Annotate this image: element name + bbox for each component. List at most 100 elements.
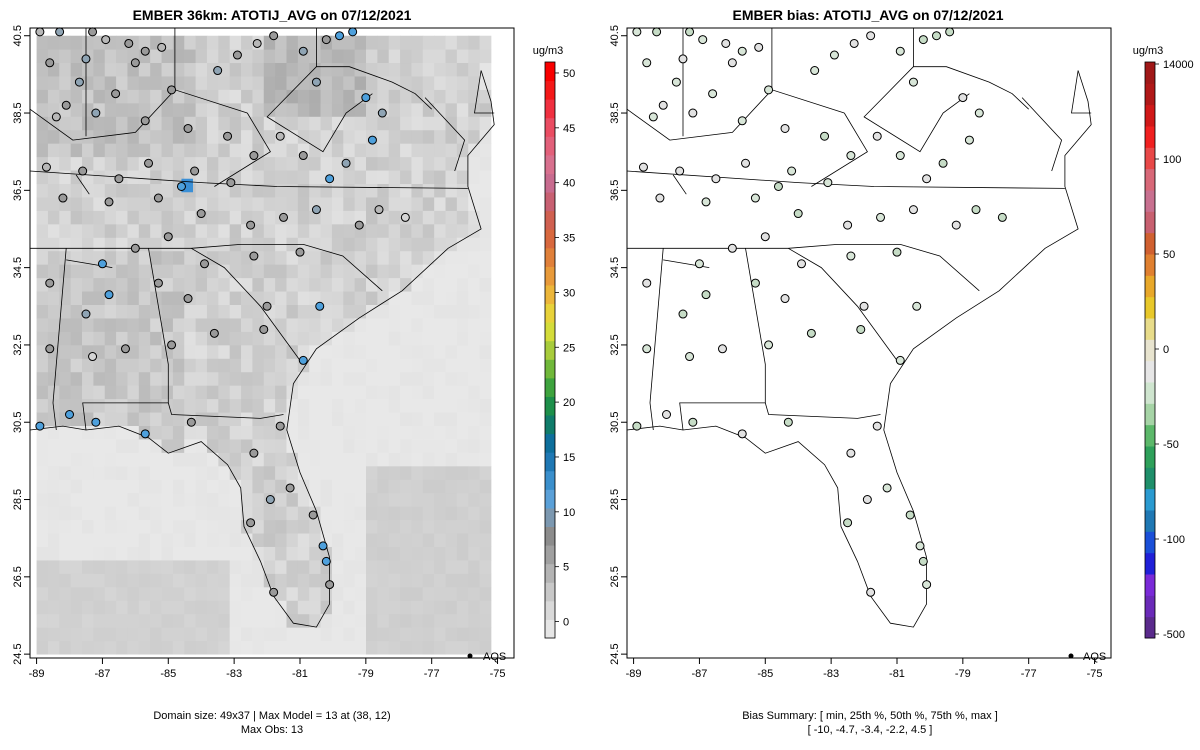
grid-cell	[241, 425, 253, 440]
grid-cell	[366, 385, 378, 400]
grid-cell	[82, 492, 94, 507]
grid-cell	[388, 371, 401, 386]
grid-cell	[422, 613, 435, 628]
grid-cell	[161, 613, 174, 628]
grid-cell	[411, 573, 424, 588]
grid-cell	[331, 465, 344, 480]
grid-cell	[138, 600, 151, 615]
left-colorbar-cell	[545, 322, 555, 342]
aqs-station-marker	[374, 205, 384, 215]
grid-cell	[366, 277, 378, 292]
grid-cell	[445, 35, 458, 50]
grid-cell	[161, 627, 174, 642]
grid-cell	[82, 465, 94, 480]
grid-cell	[263, 452, 276, 467]
aqs-bias-marker	[971, 205, 981, 215]
grid-cell	[150, 533, 162, 547]
grid-cell	[320, 62, 333, 77]
grid-cell	[445, 62, 458, 77]
grid-cell	[150, 358, 162, 373]
grid-cell	[59, 640, 72, 655]
grid-cell	[343, 35, 356, 50]
left-footer-line-2: Max Obs: 13	[241, 724, 303, 736]
left-colorbar-tick-label: 30	[563, 287, 575, 299]
aqs-bias-marker	[727, 58, 737, 68]
grid-cell	[252, 170, 265, 185]
grid-cell	[286, 398, 299, 413]
grid-cell	[275, 331, 287, 346]
grid-cell	[422, 600, 435, 615]
grid-cell	[172, 250, 185, 265]
grid-cell	[252, 304, 265, 319]
aqs-bias-marker	[876, 212, 886, 222]
right-colorbar-cell	[1145, 446, 1155, 468]
grid-cell	[150, 129, 162, 144]
grid-cell	[161, 318, 174, 332]
grid-cell	[366, 143, 378, 158]
grid-cell	[445, 277, 458, 292]
grid-cell	[456, 143, 469, 158]
grid-cell	[229, 116, 242, 131]
grid-cell	[479, 344, 492, 359]
aqs-station-marker	[167, 85, 177, 95]
grid-cell	[479, 102, 492, 117]
grid-cell	[388, 62, 401, 77]
grid-cell	[434, 425, 446, 440]
grid-cell	[252, 210, 265, 225]
grid-cell	[150, 264, 162, 279]
grid-cell	[263, 35, 276, 50]
grid-cell	[47, 519, 60, 534]
left-x-tick-label: -77	[424, 668, 440, 680]
grid-cell	[331, 358, 344, 373]
grid-cell	[206, 425, 219, 440]
grid-cell	[104, 237, 117, 252]
grid-cell	[354, 304, 367, 319]
aqs-bias-marker	[648, 112, 658, 122]
grid-cell	[252, 506, 265, 521]
grid-cell	[297, 586, 310, 601]
right-plot-frame	[626, 27, 1112, 659]
left-x-tick-label: -85	[160, 668, 176, 680]
aqs-bias-marker	[862, 495, 872, 505]
grid-cell	[320, 358, 333, 373]
grid-cell	[150, 425, 162, 440]
grid-cell	[343, 237, 356, 252]
grid-cell	[184, 170, 197, 185]
grid-cell	[161, 143, 174, 158]
grid-cell	[377, 89, 390, 104]
grid-cell	[70, 210, 83, 225]
grid-cell	[161, 197, 174, 211]
aqs-station-marker	[153, 278, 163, 288]
grid-cell	[229, 183, 242, 198]
grid-cell	[172, 318, 185, 332]
grid-cell	[354, 89, 367, 104]
grid-cell	[354, 425, 367, 440]
left-colorbar-tick-label: 5	[563, 562, 569, 574]
grid-cell	[161, 156, 174, 171]
grid-cell	[297, 398, 310, 413]
grid-cell	[36, 35, 49, 50]
grid-cell	[479, 627, 492, 642]
grid-cell	[127, 358, 140, 373]
grid-cell	[377, 250, 390, 265]
grid-cell	[195, 506, 208, 521]
grid-cell	[297, 102, 310, 117]
aqs-station-marker	[91, 417, 101, 427]
aqs-bias-marker	[741, 158, 751, 168]
grid-cell	[138, 398, 151, 413]
aqs-station-marker	[321, 556, 331, 566]
grid-cell	[263, 479, 276, 494]
grid-cell	[411, 170, 424, 185]
grid-cell	[59, 170, 72, 185]
grid-cell	[36, 344, 49, 359]
left-colorbar-cell	[545, 229, 555, 249]
grid-cell	[366, 398, 378, 413]
grid-cell	[434, 560, 446, 574]
border-line	[811, 112, 868, 187]
grid-cell	[331, 439, 344, 453]
grid-cell	[172, 116, 185, 131]
grid-cell	[161, 76, 174, 90]
grid-cell	[116, 344, 128, 359]
grid-cell	[82, 250, 94, 265]
grid-cell	[150, 250, 162, 265]
